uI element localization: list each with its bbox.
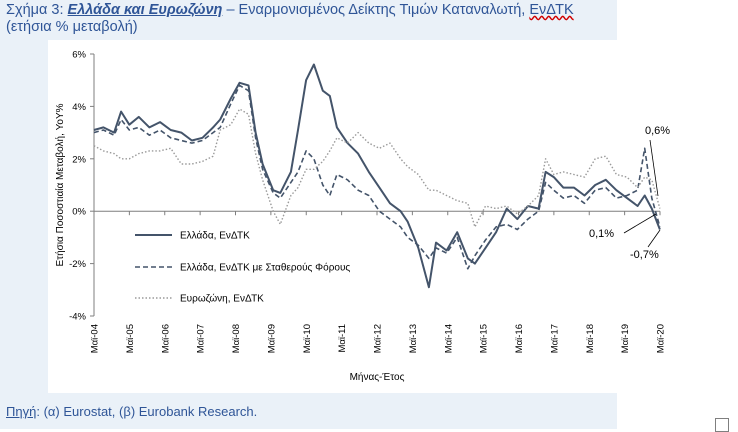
x-tick-label: Μαϊ-05 <box>125 324 136 353</box>
x-tick-label: Μαϊ-13 <box>408 324 419 353</box>
chart-area <box>48 40 678 393</box>
annotation-0-6: 0,6% <box>645 125 670 137</box>
annotation-leader-3 <box>647 229 661 248</box>
x-tick-label: Μαϊ-04 <box>90 324 101 353</box>
legend-label-2: Ελλάδα, ΕνΔΤΚ με Σταθερούς Φόρους <box>180 262 350 274</box>
x-tick-label: Μαϊ-08 <box>231 324 242 353</box>
y-tick-label: -4% <box>69 312 86 323</box>
x-tick-label: Μαϊ-15 <box>479 324 490 353</box>
x-tick-label: Μαϊ-11 <box>337 324 348 353</box>
y-tick-label: -2% <box>69 259 86 270</box>
x-tick-label: Μαϊ-12 <box>373 324 384 353</box>
x-tick-label: Μαϊ-17 <box>549 324 560 353</box>
y-axis-title: Ετήσια Ποσοστιαία Μεταβολή, YoY% <box>54 103 66 266</box>
figure-caption: Σχήμα 3: Ελλάδα και Ευρωζώνη – Εναρμονισ… <box>6 2 606 36</box>
annotation-leader-2 <box>623 213 657 234</box>
caption-prefix: Σχήμα 3: <box>6 2 64 18</box>
legend-label-3: Ευρωζώνη, ΕνΔΤΚ <box>180 293 264 305</box>
x-tick-label: Μαϊ-06 <box>160 324 171 353</box>
y-tick-label: 2% <box>72 154 86 165</box>
x-tick-label: Μαϊ-19 <box>620 324 631 353</box>
caption-highlight: Ελλάδα και Ευρωζώνη <box>67 2 223 18</box>
caption-tail: (ετήσια % μεταβολή) <box>6 19 138 35</box>
legend-label-1: Ελλάδα, ΕνΔΤΚ <box>180 230 250 242</box>
y-tick-label: 6% <box>72 50 86 61</box>
y-tick-label: 0% <box>72 207 86 218</box>
source-text: : (α) Eurostat, (β) Eurobank Research. <box>36 404 258 419</box>
x-axis-title: Μήνας-Έτος <box>350 371 405 383</box>
x-tick-label: Μαϊ-10 <box>302 324 313 353</box>
annotation-0-1: 0,1% <box>589 228 614 240</box>
source-label: Πηγή <box>6 404 37 419</box>
x-tick-label: Μαϊ-16 <box>514 324 525 353</box>
x-tick-label: Μαϊ-07 <box>196 324 207 353</box>
annotation-leader-1 <box>649 139 659 197</box>
x-tick-label: Μαϊ-09 <box>266 324 277 353</box>
series-line-2 <box>93 84 661 270</box>
annotation-neg-0-7: -0,7% <box>630 249 659 261</box>
x-tick-label: Μαϊ-14 <box>443 324 454 353</box>
caption-hicp: ΕνΔΤΚ <box>529 2 574 18</box>
source-note: Πηγή: (α) Eurostat, (β) Eurobank Researc… <box>6 404 257 419</box>
caption-rest: – Εναρμονισμένος Δείκτης Τιμών Καταναλωτ… <box>226 2 530 18</box>
x-tick-label: Μαϊ-18 <box>585 324 596 353</box>
y-tick-label: 4% <box>72 102 86 113</box>
series-line-3 <box>93 108 661 228</box>
x-tick-label: Μαϊ-20 <box>656 324 667 353</box>
series-line-1 <box>93 63 661 289</box>
corner-checkbox[interactable] <box>715 418 729 432</box>
